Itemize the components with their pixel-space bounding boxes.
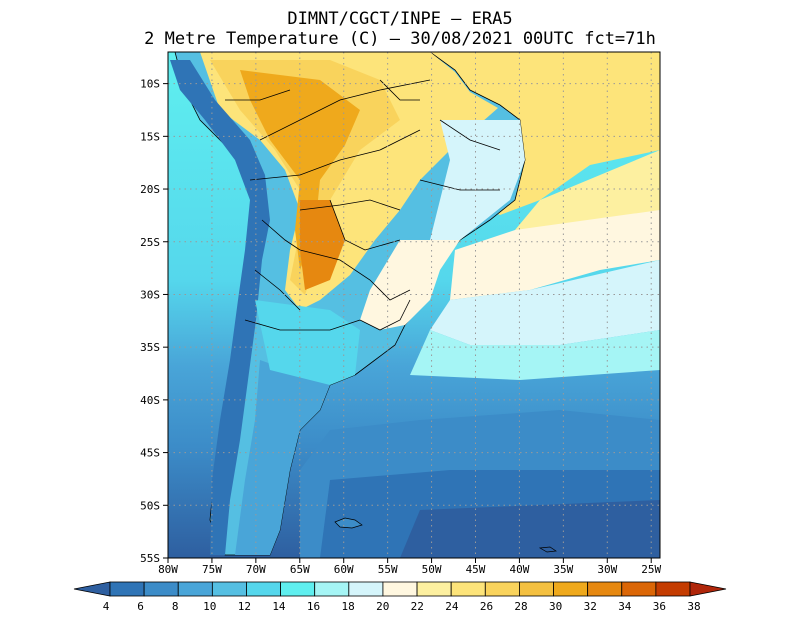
colorbar-label: 8 — [172, 600, 179, 613]
colorbar-segment — [484, 581, 520, 597]
lat-tick-label: 50S — [140, 499, 160, 512]
colorbar-label: 20 — [376, 600, 389, 613]
colorbar-segment — [450, 581, 486, 597]
lat-tick-label: 10S — [140, 78, 160, 91]
highlands-cool — [430, 120, 525, 240]
colorbar-segment — [655, 581, 691, 597]
falkland-islands — [334, 517, 363, 529]
cool-atlantic-band — [430, 260, 660, 345]
interior-hotter — [240, 70, 360, 270]
lat-tick-label: 55S — [140, 552, 160, 565]
colorbar-label: 16 — [307, 600, 320, 613]
lon-tick-label: 80W — [158, 563, 178, 576]
colorbar-label: 24 — [445, 600, 459, 613]
pampas-cool — [255, 300, 360, 385]
colorbar: 4 6 8 10 12 14 16 18 20 22 24 26 28 30 32 34 36 38 — [73, 581, 727, 613]
colorbar-segment — [211, 581, 247, 597]
colorbar-label: 12 — [238, 600, 251, 613]
colorbar-segment — [416, 581, 452, 597]
warm-atlantic-band-2 — [515, 150, 660, 235]
colorbar-label: 22 — [411, 600, 424, 613]
colorbar-label: 14 — [272, 600, 286, 613]
colorbar-label: 28 — [514, 600, 527, 613]
south-brazil-mild — [360, 240, 460, 330]
cool-atlantic-band-2 — [410, 330, 660, 380]
lon-tick-label: 55W — [378, 563, 398, 576]
country-borders — [225, 79, 501, 331]
latitude-axis: 10S 15S 20S 25S 30S 35S 40S 45S 50S 55S — [140, 78, 168, 565]
lat-tick-label: 35S — [140, 341, 160, 354]
colorbar-label: 36 — [653, 600, 666, 613]
lat-tick-label: 40S — [140, 394, 160, 407]
temperature-field — [168, 52, 660, 558]
colorbar-segment — [109, 581, 145, 597]
colorbar-label: 34 — [618, 600, 632, 613]
colorbar-segment — [519, 581, 554, 597]
graticule — [168, 52, 660, 558]
colorbar-segment — [177, 581, 213, 597]
lat-tick-label: 25S — [140, 236, 160, 249]
colorbar-segment — [621, 581, 657, 597]
mild-atlantic-band — [450, 210, 660, 300]
coldest-south-atlantic — [400, 500, 660, 558]
andes-cold-ridge — [170, 60, 270, 555]
colorbar-segment — [314, 581, 350, 597]
lon-tick-label: 40W — [509, 563, 529, 576]
colorbar-label: 4 — [103, 600, 110, 613]
lon-tick-label: 60W — [334, 563, 354, 576]
colorbar-label: 32 — [584, 600, 597, 613]
lat-tick-label: 30S — [140, 288, 160, 301]
colorbar-segment — [348, 581, 384, 597]
chaco-hot-spot — [300, 200, 345, 290]
colorbar-segment — [382, 581, 418, 597]
colorbar-label: 10 — [203, 600, 216, 613]
lat-tick-label: 15S — [140, 130, 160, 143]
lon-tick-label: 70W — [246, 563, 266, 576]
colorbar-segment — [246, 581, 281, 597]
map-title-line-2: 2 Metre Temperature (C) – 30/08/2021 00U… — [144, 29, 656, 49]
colorbar-label: 18 — [341, 600, 354, 613]
colorbar-min-arrow — [73, 581, 111, 597]
colorbar-label: 30 — [549, 600, 562, 613]
patagonia-cool — [235, 360, 330, 555]
colorbar-max-arrow — [689, 581, 727, 597]
lon-tick-label: 35W — [553, 563, 573, 576]
lon-tick-label: 45W — [466, 563, 486, 576]
map-title-line-1: DIMNT/CGCT/INPE – ERA5 — [287, 9, 513, 29]
lon-tick-label: 25W — [641, 563, 661, 576]
colorbar-label: 26 — [480, 600, 493, 613]
lat-tick-label: 20S — [140, 183, 160, 196]
colorbar-segment — [280, 581, 316, 597]
longitude-axis: 80W 75W 70W 65W 60W 55W 50W 45W 40W 35W 30W 25W — [158, 558, 662, 576]
lon-tick-label: 50W — [422, 563, 442, 576]
lon-tick-label: 75W — [202, 563, 222, 576]
lat-tick-label: 45S — [140, 447, 160, 460]
map-frame — [167, 51, 661, 559]
colorbar-segment — [587, 581, 623, 597]
lon-tick-label: 30W — [597, 563, 617, 576]
colorbar-label: 6 — [137, 600, 144, 613]
colorbar-label: 38 — [687, 600, 700, 613]
lon-tick-label: 65W — [290, 563, 310, 576]
colorbar-segment — [553, 581, 589, 597]
colorbar-segment — [143, 581, 179, 597]
south-georgia — [538, 546, 557, 553]
